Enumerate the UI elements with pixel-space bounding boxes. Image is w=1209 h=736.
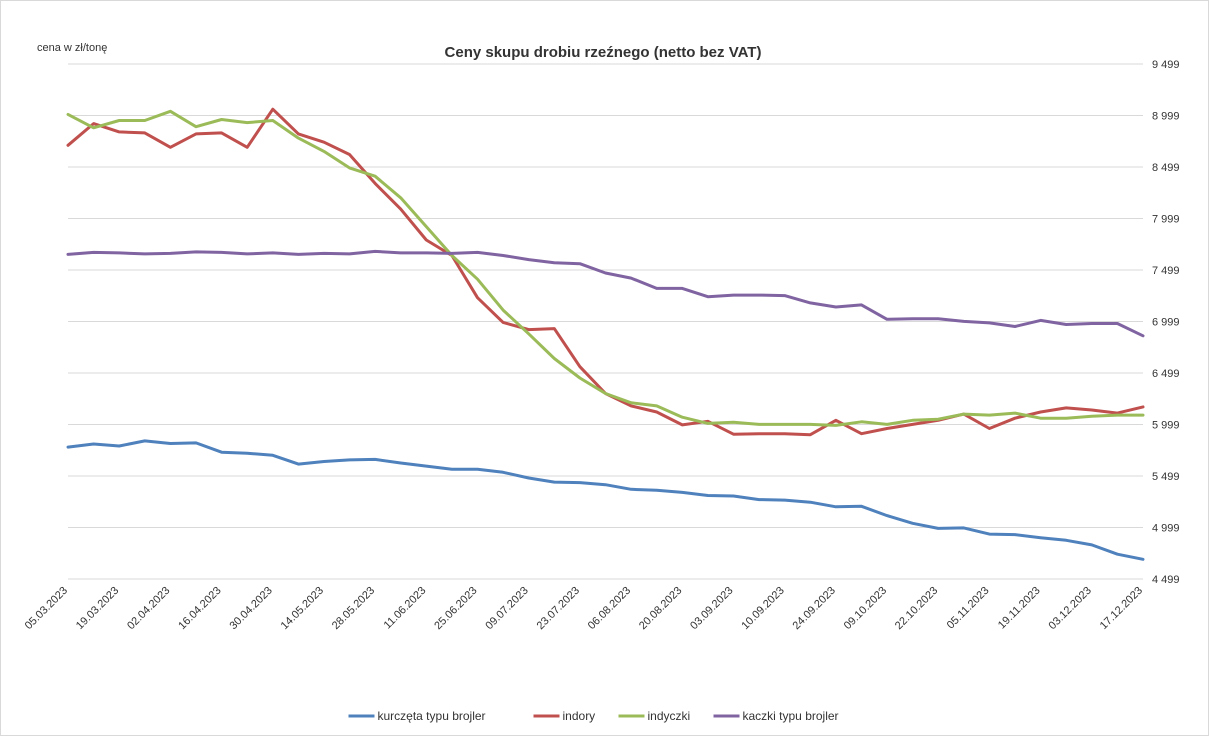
x-tick-label: 06.08.2023 [586, 585, 633, 632]
y-tick-label: 8 499 [1152, 162, 1180, 174]
y-axis-ticks: 4 499 4 999 5 499 5 999 6 499 6 999 7 499 7 999… [1152, 59, 1180, 586]
x-tick-label: 28.05.2023 [330, 585, 377, 632]
x-tick-label: 03.12.2023 [1047, 585, 1094, 632]
x-tick-label: 22.10.2023 [893, 585, 940, 632]
y-tick-label: 7 999 [1152, 214, 1180, 226]
legend-label: kaczki typu brojler [743, 709, 839, 723]
x-tick-label: 23.07.2023 [535, 585, 582, 632]
y-tick-label: 8 999 [1152, 111, 1180, 123]
x-tick-label: 09.10.2023 [842, 585, 889, 632]
x-tick-label: 02.04.2023 [125, 585, 172, 632]
x-tick-label: 17.12.2023 [1098, 585, 1145, 632]
x-tick-label: 16.04.2023 [176, 585, 223, 632]
series-line [66, 439, 1145, 561]
y-tick-label: 5 499 [1152, 471, 1180, 483]
series-line [66, 109, 1145, 427]
y-tick-label: 5 999 [1152, 420, 1180, 432]
x-tick-label: 09.07.2023 [483, 585, 530, 632]
y-tick-label: 6 499 [1152, 368, 1180, 380]
legend: kurczęta typu brojler indory indyczki kaczk… [348, 709, 839, 723]
x-tick-label: 10.09.2023 [739, 585, 786, 632]
y-tick-label: 4 999 [1152, 523, 1180, 535]
x-tick-label: 19.11.2023 [996, 585, 1043, 632]
x-tick-label: 25.06.2023 [432, 585, 479, 632]
x-tick-label: 19.03.2023 [74, 585, 121, 632]
x-tick-label: 11.06.2023 [382, 585, 429, 632]
y-tick-label: 7 499 [1152, 265, 1180, 277]
y-tick-label: 9 499 [1152, 59, 1180, 71]
legend-label: indyczki [648, 709, 691, 723]
chart-title: Ceny skupu drobiu rzeźnego (netto bez VA… [445, 44, 762, 61]
x-tick-label: 20.08.2023 [637, 585, 684, 632]
x-tick-label: 14.05.2023 [279, 585, 326, 632]
legend-label: kurczęta typu brojler [378, 709, 486, 723]
x-tick-label: 24.09.2023 [791, 585, 838, 632]
x-tick-label: 05.03.2023 [23, 585, 70, 632]
series-line [66, 249, 1145, 338]
y-tick-label: 4 499 [1152, 574, 1180, 586]
series-lines [66, 107, 1145, 561]
y-axis-label: cena w zł/tonę [37, 42, 107, 54]
gridlines [68, 63, 1143, 580]
x-axis-ticks: 05.03.2023 19.03.2023 02.04.2023 16.04.2023… [23, 585, 1145, 632]
legend-label: indory [563, 709, 596, 723]
x-tick-label: 03.09.2023 [688, 585, 735, 632]
y-tick-label: 6 999 [1152, 317, 1180, 329]
x-tick-label: 30.04.2023 [227, 585, 274, 632]
x-tick-label: 05.11.2023 [945, 585, 992, 632]
